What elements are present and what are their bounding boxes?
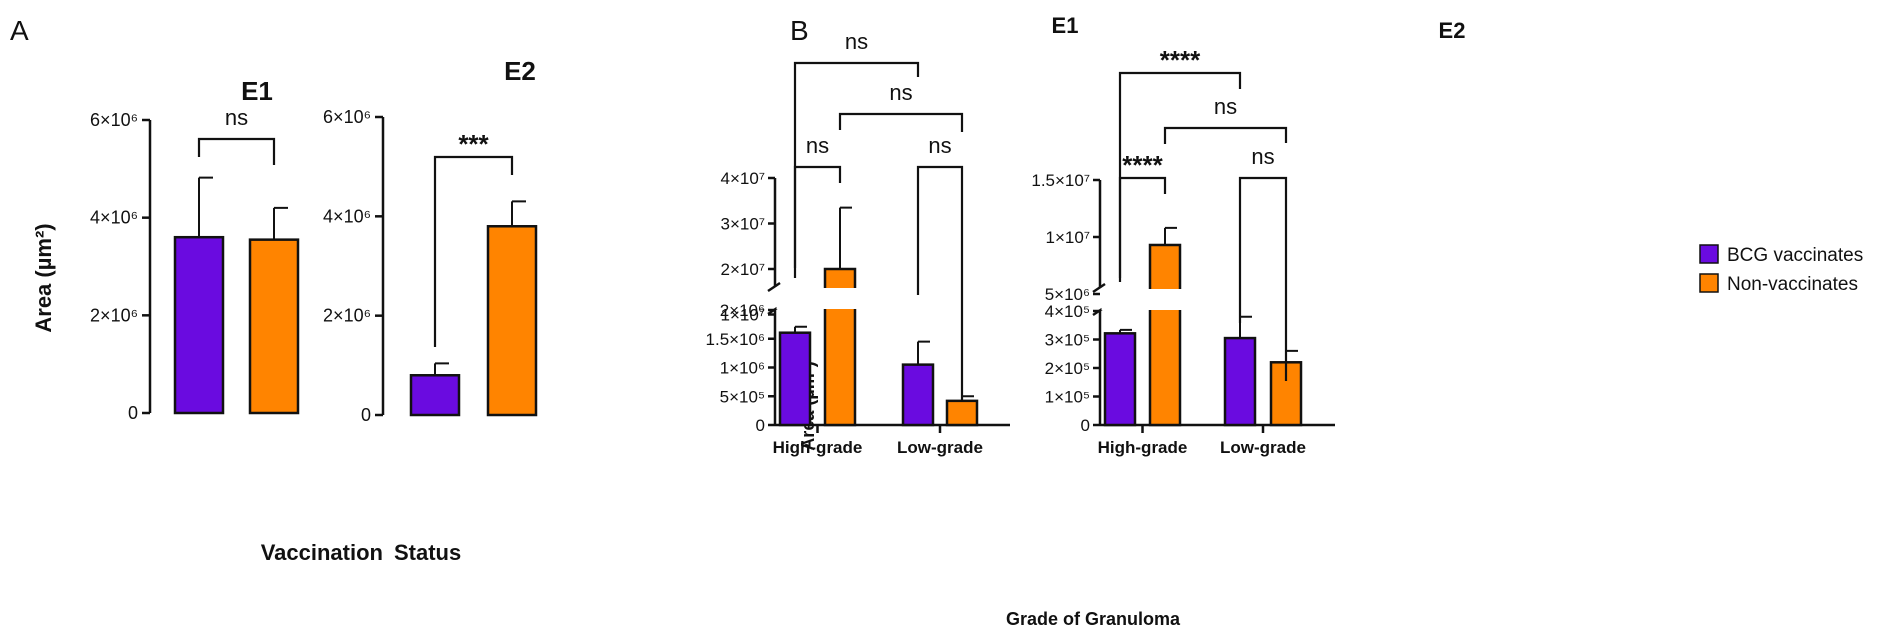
chart-a-e2-ytick-label-0: 0 — [361, 405, 371, 425]
panel-b-letter: B — [790, 15, 809, 46]
chart-b-e2-ytick-label-upper-2: 1.5×10⁷ — [1031, 171, 1090, 190]
chart-b-e2-error-0-0 — [1119, 328, 1132, 334]
chart-b-e2-ytick-label-lower-1: 1×10⁵ — [1045, 388, 1090, 407]
chart-b-e2-error-0-1 — [1239, 315, 1252, 339]
chart-b-e1-error-0-0 — [794, 325, 807, 333]
chart-a-e2-sig-bracket — [433, 155, 514, 347]
chart-b-e1-ytick-label-lower-2: 1×10⁶ — [720, 359, 765, 378]
legend: BCG vaccinates Non-vaccinates — [1699, 244, 1863, 295]
chart-b-xlabel: Grade of Granuloma — [1006, 609, 1181, 629]
panel-a-letter: A — [10, 15, 29, 46]
chart-b-e1-sig-0-label: ns — [806, 133, 829, 158]
chart-a-e2-ytick-label-1: 2×10⁶ — [323, 306, 371, 326]
legend-swatch-bcg — [1699, 244, 1719, 264]
chart-b-e2-error-1-1 — [1285, 349, 1298, 363]
chart-b-e2-error-1-0 — [1164, 226, 1177, 245]
chart-a-e2-sig-label: *** — [458, 129, 489, 159]
chart-b-e1-sig-0-bracket — [793, 165, 842, 278]
chart-a-e2-title: E2 — [504, 56, 536, 86]
chart-b-e2-break-gap — [1101, 289, 1335, 310]
chart-b-e2-ytick-label-lower-2: 2×10⁵ — [1045, 359, 1090, 378]
chart-b-e2-sig-1-bracket — [1238, 176, 1288, 381]
chart-a-e2-bar-0 — [409, 374, 461, 417]
chart-b-e2-bar-0-1 — [1223, 336, 1257, 427]
chart-b-e2-xtick-label-1: Low-grade — [1220, 438, 1306, 457]
chart-a-e1-sig-bracket — [197, 137, 276, 165]
legend-swatch-non — [1699, 273, 1719, 293]
chart-b-e1-bar-1-1 — [945, 399, 979, 427]
chart-a-e2-error-0 — [434, 362, 449, 376]
chart-b-e1-xtick-label-0: High-grade — [773, 438, 863, 457]
chart-a-e1-ytick-label-3: 6×10⁶ — [90, 110, 138, 130]
chart-b-e1-ytick-label-lower-4: 2×10⁶ — [720, 301, 765, 320]
chart-b-e2-bar-1-0 — [1148, 243, 1182, 427]
chart-b-e2-ytick-label-upper-0: 5×10⁶ — [1045, 285, 1090, 304]
chart-b-e2-sig-2-bracket — [1118, 71, 1242, 278]
chart-b-e1-break-gap — [776, 288, 1010, 309]
chart-b-e2-bar-0-0 — [1103, 332, 1137, 427]
chart-a-xlabel-status: Status — [394, 540, 461, 565]
chart-b-e2-sig-1-label: ns — [1251, 144, 1274, 169]
legend-label-non: Non-vaccinates — [1727, 274, 1858, 295]
chart-b-e1-ytick-label-upper-2: 3×10⁷ — [721, 215, 765, 234]
chart-b-e2-ytick-label-lower-3: 3×10⁵ — [1045, 331, 1090, 350]
legend-label-bcg: BCG vaccinates — [1727, 245, 1863, 266]
chart-b-e2-sig-2-label: **** — [1160, 45, 1201, 75]
chart-b-e2-ytick-label-lower-4: 4×10⁵ — [1045, 302, 1090, 321]
chart-b-e1-bar-0-0 — [778, 331, 812, 427]
chart-a-e1-ytick-label-2: 4×10⁶ — [90, 208, 138, 228]
chart-a-e2-ytick-label-3: 6×10⁶ — [323, 107, 371, 127]
chart-b-e1-ytick-label-upper-0: 1×10⁷ — [721, 306, 765, 325]
chart-b-e1-title: E1 — [1052, 13, 1079, 38]
chart-b-e1-bar-0-1 — [901, 363, 935, 427]
chart-a-e1-error-0 — [198, 176, 213, 238]
chart-b-e1-xtick-label-1: Low-grade — [897, 438, 983, 457]
chart-b-e1-sig-3-label: ns — [889, 80, 912, 105]
chart-b-e2-ytick-label-upper-1: 1×10⁷ — [1046, 228, 1090, 247]
chart-b-e1-error-1-0 — [839, 206, 852, 269]
chart-b-e1-sig-3-bracket — [838, 112, 964, 132]
chart-b-e2-xtick-label-0: High-grade — [1098, 438, 1188, 457]
chart-a-e1-bar-1 — [248, 238, 300, 415]
chart-b-e1-sig-1-label: ns — [928, 133, 951, 158]
chart-a-e2-ytick-label-2: 4×10⁶ — [323, 206, 371, 226]
chart-a-e1-title: E1 — [241, 76, 273, 106]
chart-b-e2-ytick-label-lower-0: 0 — [1081, 416, 1090, 435]
chart-a-e2-bar-1 — [486, 225, 538, 417]
chart-a-e1-ytick-label-0: 0 — [128, 403, 138, 423]
chart-b-e1-ytick-label-lower-3: 1.5×10⁶ — [706, 330, 765, 349]
chart-b-e1-ytick-label-upper-3: 4×10⁷ — [721, 169, 765, 188]
chart-a-e1-bar-0 — [173, 235, 225, 415]
chart-b-e2-sig-3-label: ns — [1214, 94, 1237, 119]
chart-a-e1-ytick-label-1: 2×10⁶ — [90, 305, 138, 325]
chart-a-e1-error-1 — [273, 206, 288, 240]
chart-a-e2-error-1 — [511, 200, 526, 227]
chart-a-e1-sig-label: ns — [225, 105, 248, 130]
chart-b-e2-title: E2 — [1439, 18, 1466, 43]
chart-a-ylabel: Area (µm²) — [31, 223, 56, 332]
chart-b-e1-sig-1-bracket — [916, 165, 964, 400]
chart-b-e2-sig-3-bracket — [1163, 126, 1288, 144]
chart-b-e1-ytick-label-lower-1: 5×10⁵ — [720, 387, 765, 406]
chart-b-e1-break-mark-upper — [767, 281, 781, 293]
chart-b-e2-sig-0-label: **** — [1122, 150, 1163, 180]
chart-a-xlabel-vaccination: Vaccination — [261, 540, 383, 565]
chart-b-e1-ytick-label-upper-1: 2×10⁷ — [721, 260, 765, 279]
chart-b-e2-break-mark-upper — [1092, 282, 1106, 294]
chart-b-e1-sig-2-label: ns — [845, 29, 868, 54]
chart-b-e1-ytick-label-lower-0: 0 — [756, 416, 765, 435]
chart-b-e1-sig-2-bracket — [793, 61, 920, 268]
chart-b-e1-error-0-1 — [917, 340, 930, 365]
